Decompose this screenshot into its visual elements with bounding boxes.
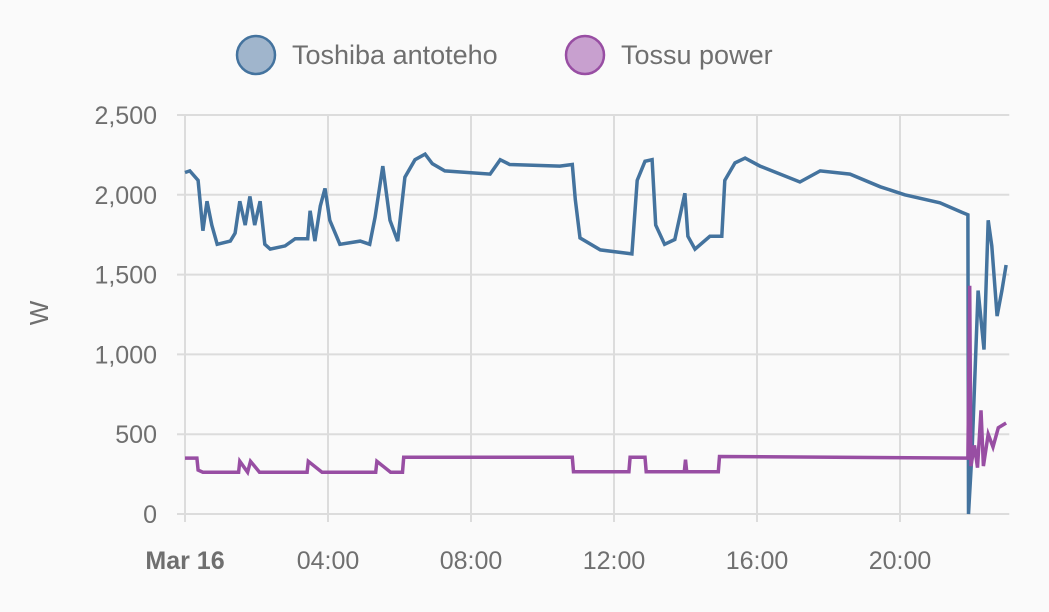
x-tick-label: 04:00 (297, 547, 360, 575)
x-tick-label: 12:00 (583, 547, 646, 575)
y-tick-label: 0 (143, 501, 157, 529)
legend-swatch-toshiba (235, 34, 277, 76)
x-tick-label: 08:00 (440, 547, 503, 575)
x-tick-label: 20:00 (869, 547, 932, 575)
legend-label-toshiba: Toshiba antoteho (292, 40, 498, 70)
y-tick-label: 1,000 (94, 341, 157, 369)
x-tick-label: Mar 16 (145, 547, 224, 575)
x-ticks: Mar 16 04:00 08:00 12:00 16:00 20:00 (145, 547, 931, 575)
legend-item-toshiba[interactable]: Toshiba antoteho (235, 34, 498, 76)
y-tick-label: 1,500 (94, 262, 157, 290)
legend: Toshiba antoteho Tossu power (235, 34, 773, 76)
y-ticks: 0 500 1,000 1,500 2,000 2,500 (94, 102, 157, 529)
y-axis-label: W (24, 300, 54, 325)
grid (177, 114, 1010, 522)
series-lines (184, 151, 1008, 515)
y-tick-label: 2,500 (94, 102, 157, 130)
y-tick-label: 2,000 (94, 182, 157, 210)
series-line-tossu (185, 285, 1008, 477)
x-tick-label: 16:00 (726, 547, 789, 575)
legend-item-tossu[interactable]: Tossu power (564, 34, 773, 76)
series-line-toshiba (184, 151, 1008, 515)
y-tick-label: 500 (115, 421, 157, 449)
legend-swatch-tossu (564, 34, 606, 76)
legend-label-tossu: Tossu power (621, 40, 773, 70)
